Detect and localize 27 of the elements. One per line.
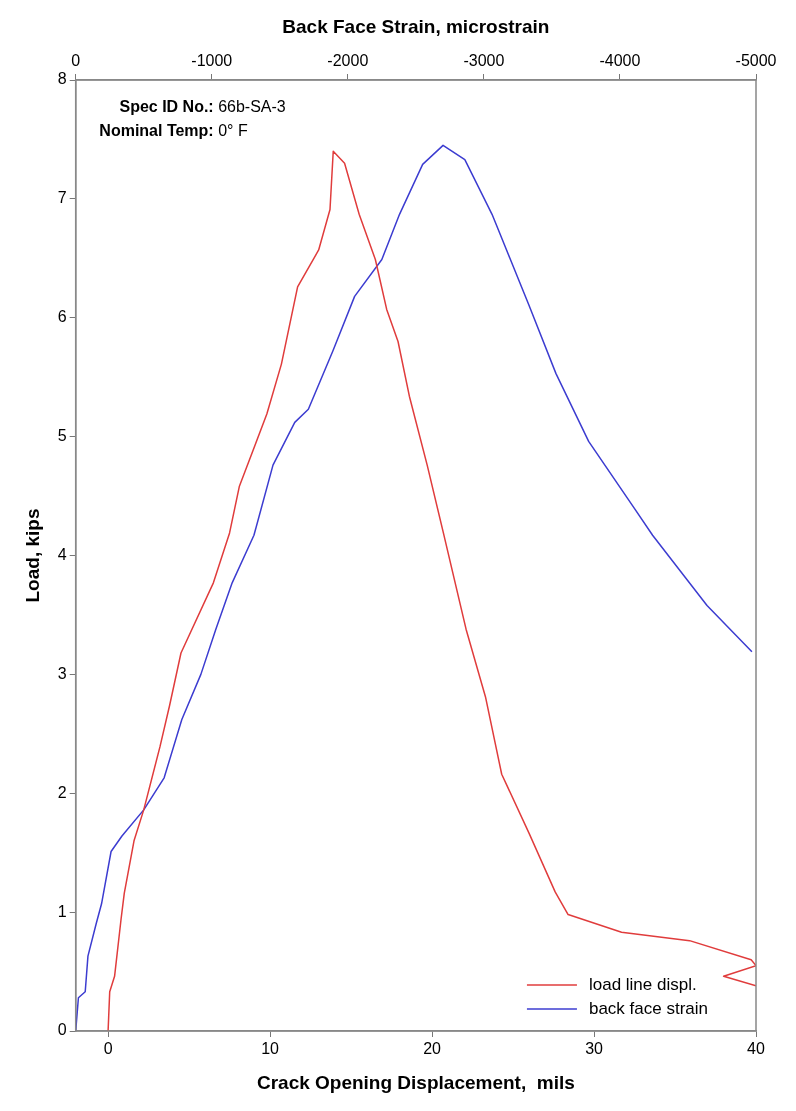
y-tick-label: 6 (57, 308, 67, 326)
x2-tick-label: -2000 (327, 51, 369, 69)
x2-tick-label: -1000 (191, 51, 233, 69)
x-tick-label: 20 (423, 1040, 442, 1058)
y-tick-label: 5 (57, 427, 67, 445)
annotation: Spec ID No.: 66b-SA-3 (119, 98, 286, 115)
x-tick-label: 40 (747, 1040, 765, 1058)
y-tick-label: 3 (57, 664, 67, 682)
y-tick-label: 0 (57, 1021, 67, 1039)
y-tick-label: 8 (57, 70, 67, 88)
legend-label: back face strain (588, 998, 708, 1018)
x-tick-label: 10 (261, 1040, 280, 1058)
y-tick-label: 2 (57, 783, 67, 801)
y-tick-label: 1 (57, 902, 67, 920)
x2-tick-label: -5000 (735, 51, 777, 69)
x-axis-title: Crack Opening Displacement, mils (256, 1071, 575, 1093)
x2-axis-title: Back Face Strain, microstrain (282, 15, 550, 37)
x2-tick-label: 0 (71, 51, 81, 69)
y-axis-title: Load, kips (21, 508, 43, 603)
x2-tick-label: -3000 (463, 51, 505, 69)
y-tick-label: 7 (57, 189, 67, 207)
legend-label: load line displ. (588, 974, 697, 994)
x-tick-label: 0 (103, 1040, 113, 1058)
y-tick-label: 4 (57, 545, 67, 563)
x2-tick-label: -4000 (599, 51, 641, 69)
x-tick-label: 30 (585, 1040, 604, 1058)
annotation: Nominal Temp: 0° F (99, 122, 248, 139)
